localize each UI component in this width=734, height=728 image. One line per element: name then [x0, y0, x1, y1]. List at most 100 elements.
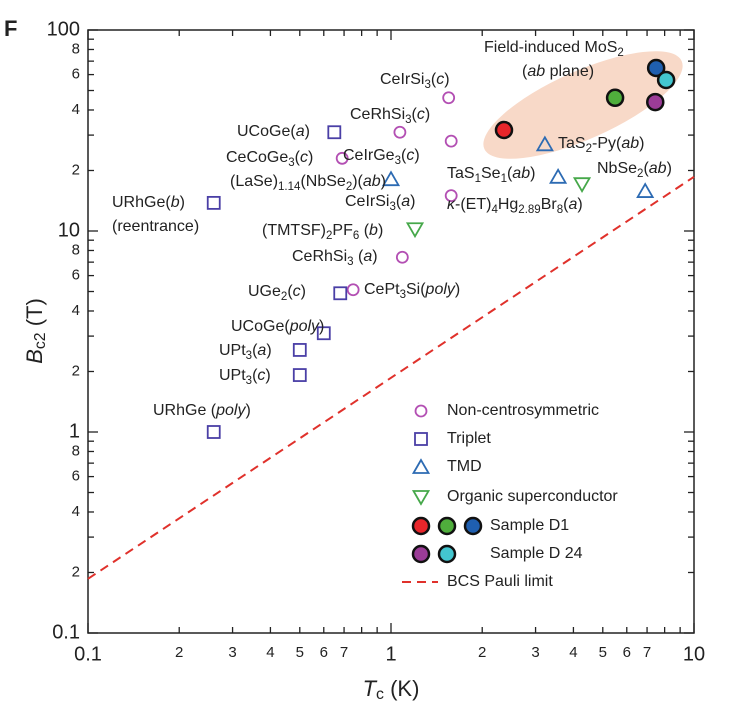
annotation: (TMTSF)2PF6 (b) [262, 222, 383, 242]
x-tick-label: 5 [599, 644, 607, 661]
x-axis-label: Tc (K) [363, 676, 420, 703]
text-part: 3 [424, 79, 430, 91]
text-part: Hg [498, 196, 518, 213]
text-part: (LaSe) [230, 173, 278, 190]
text-part: ) [301, 283, 306, 300]
text-part: a [296, 123, 305, 140]
text-part: URhGe ( [153, 402, 217, 419]
x-tick-label: 6 [623, 644, 631, 661]
text-part: poly [425, 281, 456, 298]
text-part: 4 [491, 204, 498, 216]
annotation: CeRhSi3(c) [350, 106, 430, 126]
text-part: (K) [384, 676, 419, 701]
y-tick-label: 6 [72, 468, 80, 485]
text-part: PF [332, 222, 353, 239]
text-part: ab [649, 160, 667, 177]
text-part: (NbSe [300, 173, 345, 190]
point [395, 250, 409, 264]
x-tick-label: 2 [175, 644, 183, 661]
point [535, 135, 554, 152]
text-part: ) [265, 367, 270, 384]
x-tick-label: 10 [683, 643, 705, 665]
point [636, 182, 655, 198]
x-tick-label: 3 [531, 644, 539, 661]
text-part: CeIrSi [345, 193, 389, 210]
legend-label: Sample D1 [490, 517, 569, 534]
legend-label: Triplet [447, 430, 491, 447]
text-part: κ [447, 196, 456, 213]
point [605, 88, 625, 108]
text-part: 6 [353, 230, 359, 242]
y-tick-label: 6 [72, 267, 80, 284]
text-part: c [293, 283, 301, 300]
y-tick-label: 4 [72, 101, 80, 118]
point [442, 91, 456, 105]
text-part: ( [401, 147, 407, 164]
text-part: ab [363, 173, 381, 190]
text-part: )( [352, 173, 363, 190]
text-part: ) [410, 193, 415, 210]
text-part: c2 [32, 332, 49, 349]
legend-swatch [437, 544, 457, 564]
text-part: ) [425, 106, 430, 123]
legend-label: Non-centrosymmetric [447, 402, 599, 419]
text-part: c [257, 367, 265, 384]
annotation: Field-induced MoS2 [484, 39, 624, 59]
x-tick-label: 1 [385, 643, 396, 665]
x-tick-label: 4 [569, 644, 577, 661]
point [206, 195, 221, 210]
text-part: ) [378, 222, 383, 239]
text-part: ) [305, 123, 310, 140]
y-tick-label: 100 [47, 18, 80, 40]
text-part: ab [512, 165, 530, 182]
text-part: TaS [447, 165, 475, 182]
legend-swatch [463, 516, 483, 536]
text-part: ) [414, 147, 419, 164]
text-part: (reentrance) [112, 218, 199, 235]
text-part: 1 [475, 173, 481, 185]
y-tick-label: 4 [72, 302, 80, 319]
text-part: ) [319, 318, 324, 335]
text-part: 1 [501, 173, 507, 185]
text-part: plane) [545, 63, 594, 80]
x-tick-label: 0.1 [74, 643, 102, 665]
annotation: (reentrance) [112, 218, 199, 235]
text-part: 2 [637, 168, 643, 180]
annotation: UCoGe(a) [237, 123, 310, 140]
point [444, 134, 458, 148]
point [206, 425, 221, 439]
legend-label: BCS Pauli limit [447, 573, 553, 590]
annotation: CeIrSi3(c) [380, 71, 450, 91]
legend-label: TMD [447, 458, 482, 475]
text-part: ab [527, 63, 545, 80]
text-part: CeCoGe [226, 149, 288, 166]
legend-swatch [411, 490, 431, 506]
x-tick-label: 3 [228, 644, 236, 661]
point [646, 92, 665, 112]
text-part: 3 [246, 375, 252, 387]
text-part: ( [643, 160, 649, 177]
text-part: ( [431, 71, 437, 88]
text-part: -Py( [592, 135, 622, 152]
text-part: 8 [557, 204, 563, 216]
text-part: 2.89 [518, 204, 540, 216]
text-part: a [568, 196, 577, 213]
text-part: CeRhSi [292, 248, 347, 265]
text-part: b [369, 222, 378, 239]
text-part: -(ET) [455, 196, 491, 213]
y-axis-label: Bc2 (T) [22, 298, 49, 364]
text-part: Se [481, 165, 501, 182]
text-part: a [401, 193, 410, 210]
text-part: 3 [288, 157, 294, 169]
text-part: UCoGe( [231, 318, 290, 335]
annotation: CeIrSi3(a) [345, 193, 415, 213]
text-part: 2 [326, 230, 332, 242]
legend-swatch [411, 516, 431, 536]
text-part: ) [455, 281, 460, 298]
highlight-region [483, 51, 683, 159]
text-part: T [363, 676, 378, 701]
annotation: UGe2(c) [248, 283, 306, 303]
point [292, 343, 307, 357]
text-part: ( [563, 196, 569, 213]
